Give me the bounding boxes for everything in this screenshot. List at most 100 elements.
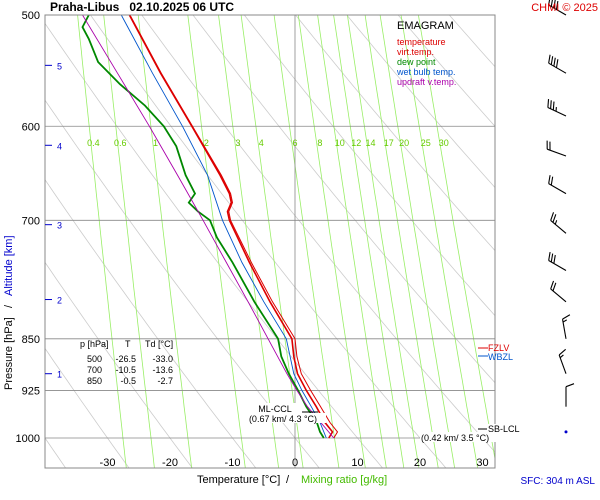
mixing-ratio-line xyxy=(137,15,192,468)
mixing-ratio-label: 0.6 xyxy=(114,138,127,148)
mixing-ratio-line xyxy=(218,15,279,468)
barb-feather xyxy=(550,176,554,186)
altitude-tick-label: 2 xyxy=(57,296,62,306)
wind-barb xyxy=(550,280,567,303)
mixing-ratio-label: 14 xyxy=(365,138,375,148)
barb-feather xyxy=(558,348,567,356)
sb-lcl-label: SB-LCL xyxy=(488,424,520,434)
barb-feather xyxy=(553,57,556,67)
mixing-ratio-label: 12 xyxy=(351,138,361,148)
dry-adiabat-line xyxy=(141,15,495,453)
wind-barb xyxy=(548,175,567,195)
barb-half-feather xyxy=(554,220,558,225)
mixing-ratio-label: 8 xyxy=(317,138,322,148)
ml-ccl-detail: (0.67 km/ 4.3 °C) xyxy=(249,414,317,424)
level-table: p [hPa] T Td [°C] 500 -26.5 -33.0 700 -1… xyxy=(80,339,173,386)
x-tick-label: -30 xyxy=(100,457,116,469)
mixing-ratio-label: 30 xyxy=(439,138,449,148)
mixing-ratio-line xyxy=(346,15,420,468)
grid-layer: 0.4 0.6 1 2 3 4 6 8 10 12 14 17 20 25 30 xyxy=(0,0,600,468)
wind-barbs xyxy=(546,0,575,434)
wind-barb-shaft xyxy=(548,175,567,195)
dry-adiabat-line xyxy=(346,15,495,189)
wbzl-label: WBZL xyxy=(488,352,513,362)
wind-barb xyxy=(548,54,567,74)
table-cell: -26.5 xyxy=(115,354,136,364)
dry-adiabat-line xyxy=(192,15,495,384)
mixing-ratio-line xyxy=(417,15,495,461)
legend-item-dew-point: dew point xyxy=(397,57,436,67)
wind-barb xyxy=(547,98,567,117)
table-cell: 850 xyxy=(87,376,102,386)
table-cell: -33.0 xyxy=(152,354,173,364)
wind-barb-shaft xyxy=(548,54,567,74)
mixing-ratio-line xyxy=(333,15,405,468)
barb-feather xyxy=(546,140,548,150)
dry-adiabat-line xyxy=(90,15,447,468)
x-axis-title-mixing: Mixing ratio [g/kg] xyxy=(301,474,387,486)
x-axis-title-separator: / xyxy=(286,474,290,486)
barb-feather xyxy=(562,314,571,320)
wind-barb xyxy=(546,140,567,157)
table-cell: 500 xyxy=(87,354,102,364)
series-dew-point xyxy=(81,15,325,439)
barb-staff xyxy=(561,319,567,339)
mixing-ratio-line xyxy=(297,15,366,468)
x-tick-label: 10 xyxy=(351,457,363,469)
barb-feather xyxy=(550,280,555,290)
mixing-ratio-label: 17 xyxy=(384,138,394,148)
dry-adiabat-line xyxy=(478,0,600,468)
barb-feather xyxy=(550,56,554,65)
dry-adiabat-line xyxy=(529,0,600,468)
x-tick-label: 20 xyxy=(414,457,426,469)
wind-barb-shaft xyxy=(550,280,567,303)
annotations: ML-CCL (0.67 km/ 4.3 °C) SB-LCL (0.42 km… xyxy=(240,343,560,443)
dry-adiabat-line xyxy=(45,347,130,468)
barb-feather xyxy=(548,175,551,184)
y-axis-title-altitude: Altitude [km] xyxy=(3,235,15,296)
legend-item-virt-temp: virt.temp. xyxy=(397,47,434,57)
copyright: CHMI © 2025 xyxy=(531,2,598,14)
barb-feather xyxy=(555,0,559,10)
altitude-tick-label: 3 xyxy=(57,221,62,231)
table-header-t: T xyxy=(125,339,131,349)
chart-header-title: Praha-Libus 02.10.2025 06 UTC xyxy=(50,0,234,14)
annotation-bg xyxy=(420,432,560,442)
mixing-ratio-line xyxy=(103,15,155,468)
wind-barb-shaft xyxy=(548,0,567,16)
dry-adiabat-line xyxy=(45,178,256,468)
barb-feather xyxy=(555,59,559,68)
barb-staff xyxy=(548,4,567,16)
dry-adiabat-line xyxy=(45,261,193,468)
dry-adiabat-line xyxy=(0,0,2,468)
barb-staff xyxy=(548,260,567,271)
mixing-ratio-line xyxy=(379,15,455,468)
wind-barb xyxy=(558,348,567,374)
mixing-ratio-label: 1 xyxy=(153,138,158,148)
barb-half-feather xyxy=(559,354,564,359)
pressure-tick-label: 850 xyxy=(22,334,40,346)
calm-wind-dot xyxy=(564,430,568,434)
barb-feather xyxy=(550,253,554,263)
series-temperature xyxy=(128,15,334,439)
dry-adiabat-line xyxy=(397,15,495,127)
annotation-bg xyxy=(487,424,527,434)
mixing-ratio-label: 0.4 xyxy=(87,138,100,148)
legend-item-updraft: updraft v.temp. xyxy=(397,77,456,87)
barb-staff xyxy=(550,219,567,234)
mixing-ratio-label: 2 xyxy=(204,138,209,148)
y-axis-title-separator: / xyxy=(3,304,15,308)
dry-adiabat-line xyxy=(243,15,495,317)
pressure-tick-label: 700 xyxy=(22,215,40,227)
table-cell: -13.6 xyxy=(152,365,173,375)
barb-feather xyxy=(552,282,557,292)
x-tick-label: -20 xyxy=(162,457,178,469)
table-cell: -10.5 xyxy=(115,365,136,375)
barb-staff xyxy=(547,107,567,117)
mixing-ratio-label: 20 xyxy=(399,138,409,148)
wind-barb-shaft xyxy=(546,140,567,157)
mixing-ratio-line xyxy=(187,15,246,468)
mixing-ratio-line xyxy=(364,15,439,468)
fzlv-label: FZLV xyxy=(488,343,509,353)
